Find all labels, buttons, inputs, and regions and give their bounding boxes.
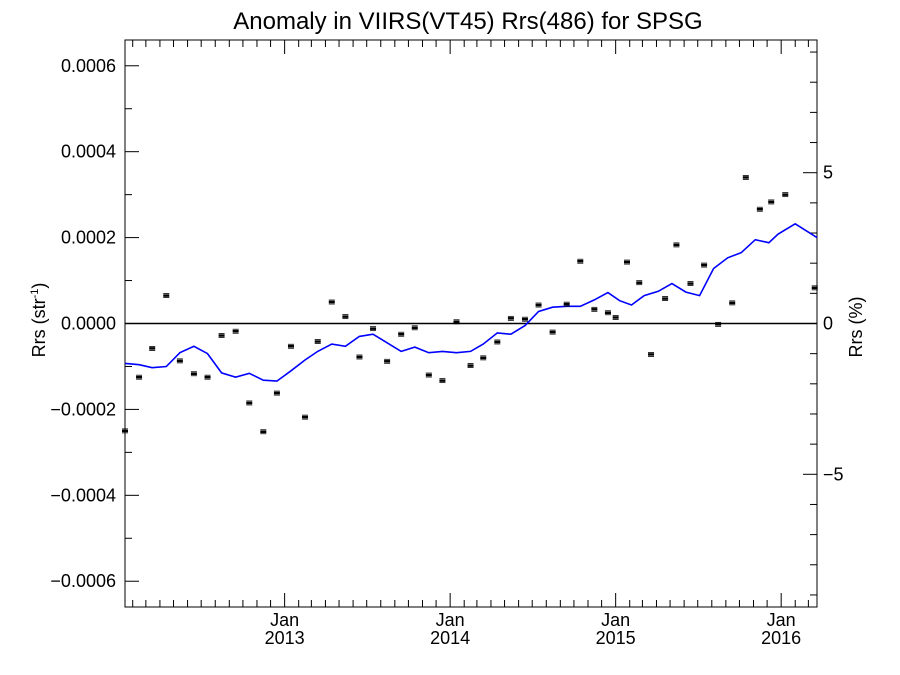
anomaly-point (811, 285, 818, 291)
anomaly-point (507, 315, 514, 321)
anomaly-point (122, 428, 128, 434)
anomaly-point (302, 414, 309, 420)
anomaly-point (535, 302, 542, 308)
y-tick-label-right: 0 (823, 314, 833, 334)
anomaly-point (439, 378, 446, 384)
anomaly-point (687, 281, 694, 286)
anomaly-point (662, 296, 669, 301)
x-axis-ticks (132, 40, 809, 607)
anomaly-point (246, 400, 253, 406)
x-tick-label-month: Jan (601, 610, 630, 630)
anomaly-point (612, 315, 619, 320)
anomaly-point (480, 355, 487, 361)
x-tick-label-year: 2014 (430, 628, 470, 648)
y-tick-label-left: 0.0000 (61, 314, 116, 334)
anomaly-point (715, 321, 722, 327)
anomaly-point (328, 299, 335, 305)
anomaly-point (623, 259, 630, 265)
anomaly-point (563, 301, 570, 307)
y-axis-left-label-sup: -1 (29, 289, 41, 299)
anomaly-point (136, 374, 143, 380)
y-axis-right-label: Rrs (%) (846, 297, 866, 358)
anomaly-point (190, 371, 197, 377)
x-tick-label-year: 2013 (265, 628, 305, 648)
anomaly-point (163, 293, 170, 298)
anomaly-point (577, 258, 584, 264)
y-tick-label-left: −0.0002 (50, 399, 116, 419)
x-tick-label-month: Jan (270, 610, 299, 630)
anomaly-point (549, 329, 556, 335)
y-axis-left-label-main: Rrs (str (29, 298, 49, 357)
anomaly-trend-line (124, 222, 818, 382)
anomaly-point (453, 319, 460, 325)
anomaly-point (260, 429, 267, 435)
y-axis-left-label: Rrs (str-1) (29, 283, 49, 358)
anomaly-point (729, 300, 736, 306)
anomaly-point (591, 306, 598, 312)
anomaly-point (149, 346, 156, 351)
anomaly-point (782, 192, 789, 198)
anomaly-point (494, 339, 501, 345)
y-tick-label-left: 0.0002 (61, 228, 116, 248)
anomaly-point (342, 314, 349, 320)
y-axis-left: 0.0006 0.0004 0.0002 0.0000 −0.0002 −0.0004 −0… (50, 56, 139, 591)
series-line (124, 222, 818, 382)
anomaly-point (356, 354, 363, 360)
y-tick-label-left: −0.0006 (50, 571, 116, 591)
x-tick-label-month: Jan (767, 610, 796, 630)
y-tick-label-left: 0.0004 (61, 142, 116, 162)
anomaly-point (204, 374, 211, 380)
anomaly-point (425, 372, 432, 378)
anomaly-point (218, 333, 225, 338)
anomaly-point (701, 262, 708, 268)
anomaly-point (648, 352, 655, 357)
x-tick-label-month: Jan (436, 610, 465, 630)
anomaly-point (604, 310, 611, 316)
anomaly-point (673, 242, 680, 248)
anomaly-point (384, 358, 391, 364)
anomaly-point (742, 175, 749, 180)
anomaly-point (467, 363, 474, 368)
anomaly-point (273, 390, 280, 396)
x-tick-label-year: 2015 (596, 628, 636, 648)
x-tick-label-year: 2016 (761, 628, 801, 648)
y-tick-label-right: −5 (823, 464, 844, 484)
chart-title: Anomaly in VIIRS(VT45) Rrs(486) for SPSG (233, 8, 702, 35)
y-tick-label-left: 0.0006 (61, 56, 116, 76)
anomaly-point (370, 326, 377, 332)
y-tick-label-right: 5 (823, 163, 833, 183)
y-axis-left-label-close: ) (29, 283, 49, 289)
anomaly-point (176, 358, 183, 364)
anomaly-point (287, 343, 294, 349)
anomaly-point (411, 325, 418, 331)
anomaly-point (314, 339, 321, 344)
anomaly-point (398, 331, 405, 337)
anomaly-point (232, 328, 239, 334)
y-tick-label-left: −0.0004 (50, 485, 116, 505)
anomaly-point (521, 316, 528, 322)
y-axis-right: 5 0 −5 (803, 51, 844, 596)
anomaly-point (756, 206, 763, 212)
anomaly-point (768, 199, 775, 205)
series-points (122, 175, 818, 435)
anomaly-point (636, 280, 643, 286)
